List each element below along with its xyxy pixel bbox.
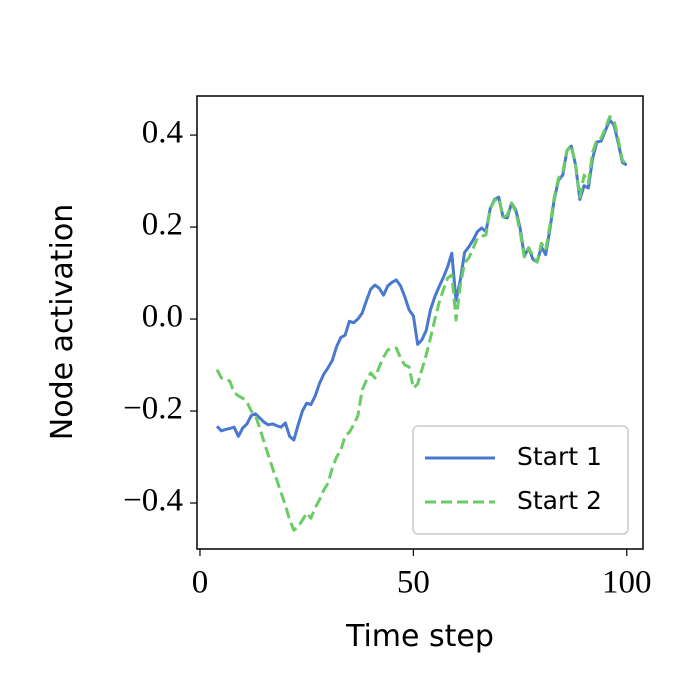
y-tick-label: −0.2	[123, 391, 183, 427]
legend: Start 1 Start 2	[412, 425, 629, 535]
legend-box	[412, 425, 629, 535]
series-line	[215, 115, 628, 532]
plot-frame	[196, 95, 644, 550]
y-tick-label: 0.2	[142, 207, 183, 243]
x-tick-label: 100	[602, 565, 652, 601]
y-axis-label: Node activation	[45, 204, 80, 440]
x-tick-label: 50	[397, 565, 430, 601]
y-tick-label: −0.4	[123, 483, 183, 519]
legend-label: Start 2	[517, 486, 602, 515]
x-axis-label: Time step	[345, 619, 494, 654]
y-tick-label: 0.0	[142, 299, 183, 335]
x-tick-label: 0	[192, 565, 209, 601]
legend-label: Start 1	[517, 442, 602, 471]
y-tick-label: 0.4	[142, 115, 183, 151]
